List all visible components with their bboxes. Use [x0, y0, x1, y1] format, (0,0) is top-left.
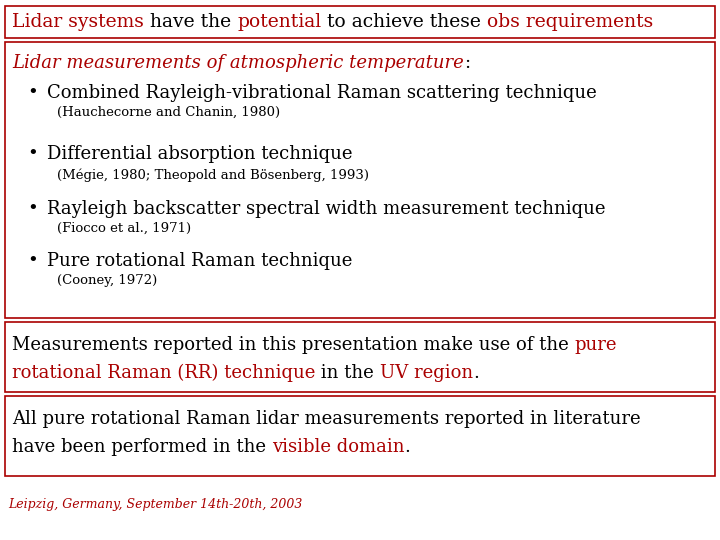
- Text: All pure rotational Raman lidar measurements reported in literature: All pure rotational Raman lidar measurem…: [12, 410, 641, 428]
- Text: •: •: [27, 252, 37, 270]
- Text: Rayleigh backscatter spectral width measurement technique: Rayleigh backscatter spectral width meas…: [47, 200, 606, 218]
- Text: •: •: [27, 84, 37, 102]
- Bar: [5, 396, 715, 476]
- Text: rotational Raman (RR) technique: rotational Raman (RR) technique: [12, 364, 315, 382]
- Text: :: :: [464, 54, 470, 72]
- Text: potential: potential: [237, 13, 321, 31]
- Text: Leipzig, Germany, September 14th-20th, 2003: Leipzig, Germany, September 14th-20th, 2…: [8, 498, 302, 511]
- Text: Pure rotational Raman technique: Pure rotational Raman technique: [47, 252, 352, 270]
- Text: UV region: UV region: [380, 364, 473, 382]
- Text: .: .: [404, 438, 410, 456]
- Text: •: •: [27, 145, 37, 163]
- Text: Differential absorption technique: Differential absorption technique: [47, 145, 353, 163]
- Text: .: .: [473, 364, 479, 382]
- Text: Lidar measurements of atmospheric temperature: Lidar measurements of atmospheric temper…: [12, 54, 464, 72]
- Text: (Mégie, 1980; Theopold and Bösenberg, 1993): (Mégie, 1980; Theopold and Bösenberg, 19…: [57, 168, 369, 181]
- Bar: [5, 6, 715, 38]
- Text: (Hauchecorne and Chanin, 1980): (Hauchecorne and Chanin, 1980): [57, 106, 280, 119]
- Text: Combined Rayleigh-vibrational Raman scattering technique: Combined Rayleigh-vibrational Raman scat…: [47, 84, 597, 102]
- Text: have been performed in the: have been performed in the: [12, 438, 271, 456]
- Text: •: •: [27, 200, 37, 218]
- Bar: [5, 322, 715, 392]
- Text: (Cooney, 1972): (Cooney, 1972): [57, 274, 157, 287]
- Text: Measurements reported in this presentation make use of the: Measurements reported in this presentati…: [12, 336, 575, 354]
- Text: (Fiocco et al., 1971): (Fiocco et al., 1971): [57, 222, 191, 235]
- Text: in the: in the: [315, 364, 380, 382]
- Text: visible domain: visible domain: [271, 438, 404, 456]
- Bar: [5, 42, 715, 318]
- Text: to achieve these: to achieve these: [321, 13, 487, 31]
- Text: pure: pure: [575, 336, 617, 354]
- Text: Lidar systems: Lidar systems: [12, 13, 144, 31]
- Text: have the: have the: [144, 13, 237, 31]
- Text: obs requirements: obs requirements: [487, 13, 653, 31]
